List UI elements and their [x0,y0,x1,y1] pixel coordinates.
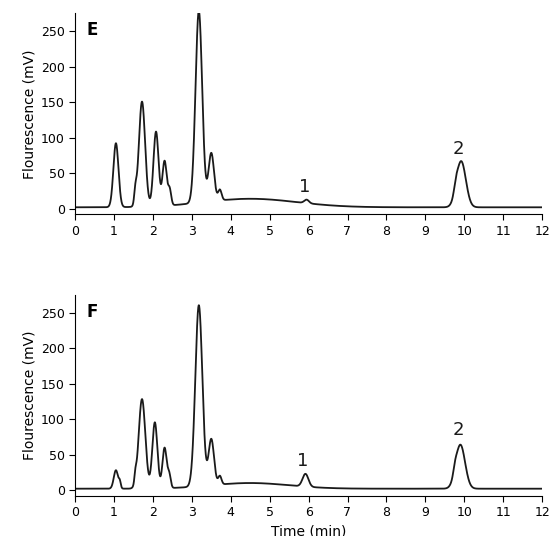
Text: F: F [87,303,98,321]
Text: E: E [87,21,98,40]
Text: 2: 2 [453,421,464,439]
Text: 2: 2 [453,139,464,158]
Text: 1: 1 [299,178,310,196]
Text: 1: 1 [297,452,309,470]
X-axis label: Time (min): Time (min) [271,525,346,536]
Y-axis label: Flourescence (mV): Flourescence (mV) [23,49,37,178]
Y-axis label: Flourescence (mV): Flourescence (mV) [23,331,37,460]
